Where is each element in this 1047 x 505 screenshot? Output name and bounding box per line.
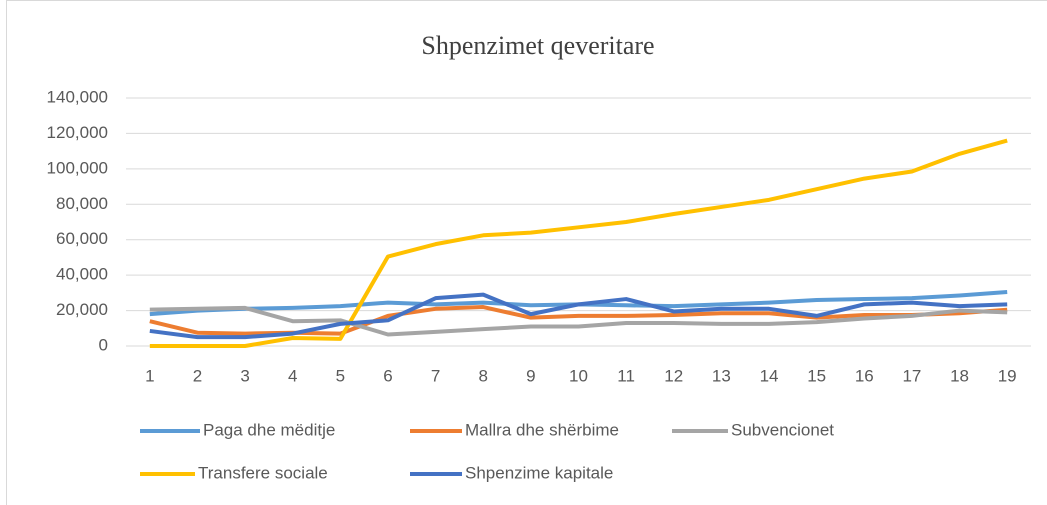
x-tick-label: 18 xyxy=(950,366,969,385)
x-tick-label: 8 xyxy=(479,366,488,385)
y-tick-label: 20,000 xyxy=(56,300,108,319)
x-tick-label: 17 xyxy=(902,366,921,385)
chart-border xyxy=(6,0,1047,505)
x-tick-label: 13 xyxy=(712,366,731,385)
legend-label: Mallra dhe shërbime xyxy=(465,420,619,439)
chart-title: Shpenzimet qeveritare xyxy=(421,31,654,60)
y-tick-label: 100,000 xyxy=(47,158,108,177)
y-tick-label: 60,000 xyxy=(56,229,108,248)
y-tick-label: 0 xyxy=(99,335,108,354)
x-tick-label: 5 xyxy=(336,366,345,385)
x-tick-label: 4 xyxy=(288,366,297,385)
legend-label: Paga dhe mëditje xyxy=(203,420,335,439)
series-line xyxy=(149,305,1008,337)
x-tick-label: 9 xyxy=(526,366,535,385)
x-tick-label: 12 xyxy=(664,366,683,385)
series-line xyxy=(149,292,1008,340)
x-tick-label: 14 xyxy=(760,366,779,385)
x-tick-label: 16 xyxy=(855,366,874,385)
y-tick-label: 40,000 xyxy=(56,265,108,284)
x-tick-label: 7 xyxy=(431,366,440,385)
legend-label: Subvencionet xyxy=(731,420,834,439)
x-tick-label: 2 xyxy=(193,366,202,385)
series-line xyxy=(149,138,1008,348)
x-tick-label: 1 xyxy=(145,366,154,385)
y-tick-label: 140,000 xyxy=(47,87,108,106)
y-tick-label: 120,000 xyxy=(47,123,108,142)
x-tick-label: 3 xyxy=(240,366,249,385)
y-tick-label: 80,000 xyxy=(56,194,108,213)
x-tick-label: 19 xyxy=(998,366,1017,385)
legend-label: Shpenzime kapitale xyxy=(465,463,613,482)
x-tick-label: 6 xyxy=(383,366,392,385)
legend-label: Transfere sociale xyxy=(198,463,328,482)
x-tick-label: 15 xyxy=(807,366,826,385)
x-tick-label: 10 xyxy=(569,366,588,385)
x-tick-label: 11 xyxy=(617,366,635,385)
